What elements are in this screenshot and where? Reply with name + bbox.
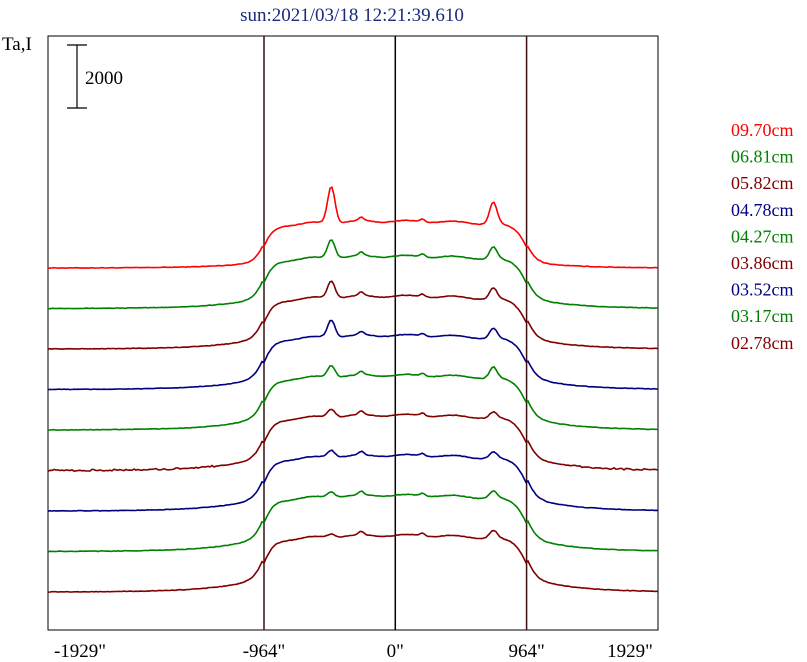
legend-item: 02.78cm <box>731 333 794 353</box>
legend-item: 04.78cm <box>731 200 794 220</box>
x-tick-label: -964" <box>243 641 286 662</box>
legend-item: 04.27cm <box>731 226 794 246</box>
vertical-guides <box>263 36 528 630</box>
series-line-09.70cm <box>47 186 659 270</box>
legend-item: 06.81cm <box>731 147 794 167</box>
x-tick-label: -1929" <box>54 641 106 662</box>
series-line-04.78cm <box>47 319 659 391</box>
scale-bar-label: 2000 <box>85 68 123 89</box>
series-line-04.27cm <box>47 365 659 431</box>
y-axis-label: Ta,I <box>2 34 32 55</box>
scale-bar: 2000 <box>67 44 123 109</box>
series-layer <box>47 186 659 593</box>
series-line-06.81cm <box>48 239 658 310</box>
series-line-03.52cm <box>47 449 659 512</box>
legend-item: 09.70cm <box>731 120 794 140</box>
x-tick-label: 1929" <box>607 641 653 662</box>
x-tick-label: 0" <box>387 641 404 662</box>
x-tick-label: 964" <box>508 641 544 662</box>
legend-item: 03.17cm <box>731 306 794 326</box>
series-line-05.82cm <box>47 280 659 351</box>
series-line-03.17cm <box>47 490 659 553</box>
legend: 09.70cm 06.81cm 05.82cm 04.78cm 04.27cm 03.86… <box>731 120 794 353</box>
series-line-02.78cm <box>47 529 658 593</box>
series-line-03.86cm <box>47 408 659 473</box>
x-tick-labels: -1929" -964" 0" 964" 1929" <box>54 641 653 662</box>
legend-item: 03.86cm <box>731 253 794 273</box>
legend-item: 03.52cm <box>731 280 794 300</box>
legend-item: 05.82cm <box>731 173 794 193</box>
plot-frame <box>47 35 659 631</box>
chart-title: sun:2021/03/18 12:21:39.610 <box>240 5 464 26</box>
